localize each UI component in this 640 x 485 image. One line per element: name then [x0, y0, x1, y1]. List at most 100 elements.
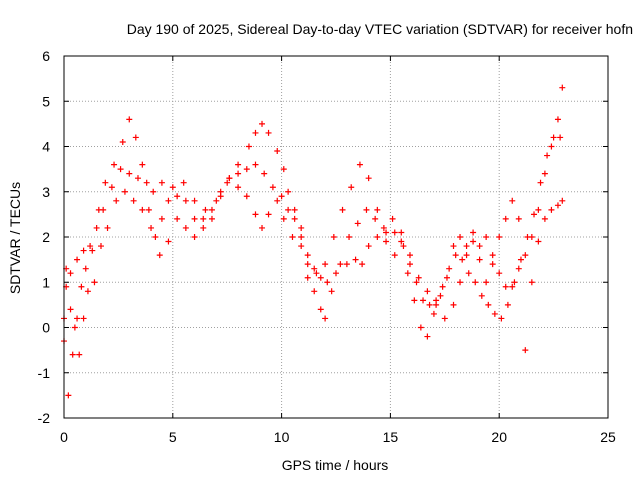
x-tick-label: 0 [60, 429, 68, 445]
data-point [111, 161, 118, 168]
y-tick-label: 0 [42, 320, 50, 336]
data-point [200, 215, 207, 222]
data-point [311, 288, 318, 295]
y-tick-label: 1 [42, 274, 50, 290]
data-point [478, 292, 485, 299]
data-point [108, 184, 115, 191]
data-point [504, 301, 511, 308]
data-point [333, 270, 339, 277]
data-point [443, 274, 450, 281]
data-point [165, 197, 172, 204]
data-point [352, 256, 359, 263]
data-point [265, 211, 272, 218]
data-point [226, 175, 233, 182]
data-point [274, 148, 281, 155]
data-point [450, 243, 457, 250]
data-point [259, 224, 266, 231]
y-tick-label: 4 [42, 139, 50, 155]
data-point [452, 252, 459, 259]
data-point [317, 306, 324, 313]
data-point [298, 234, 305, 240]
data-point [243, 166, 250, 173]
data-point [252, 211, 259, 218]
data-point [317, 274, 324, 281]
data-point [391, 252, 398, 259]
data-point [143, 179, 150, 186]
data-point [535, 238, 542, 245]
data-point [145, 206, 152, 213]
data-point [406, 261, 413, 268]
data-point [528, 234, 535, 240]
y-tick-label: -2 [38, 410, 51, 426]
data-point [158, 179, 165, 186]
data-point [74, 256, 81, 263]
data-point [463, 252, 470, 259]
x-tick-label: 5 [169, 429, 177, 445]
data-point [291, 206, 298, 213]
data-point [265, 129, 272, 136]
data-point [252, 161, 259, 168]
data-point [550, 134, 557, 141]
data-point [324, 279, 331, 286]
data-point [489, 261, 496, 268]
data-point [383, 238, 390, 245]
data-point [441, 315, 448, 322]
data-point [235, 184, 242, 191]
data-point [363, 206, 370, 213]
y-tick-label: 2 [42, 229, 50, 245]
data-point [80, 315, 87, 322]
data-point [132, 134, 139, 141]
data-point [71, 324, 78, 331]
data-point [298, 224, 305, 231]
data-point [313, 270, 320, 277]
data-point [354, 220, 361, 227]
data-point [208, 215, 215, 222]
data-point [259, 120, 266, 127]
data-point [102, 179, 109, 186]
data-point [208, 206, 215, 213]
data-point [322, 315, 329, 322]
data-point [180, 179, 187, 186]
data-point [91, 279, 98, 286]
data-point [348, 184, 355, 191]
data-point [285, 206, 292, 213]
data-point [339, 206, 346, 213]
data-point [191, 215, 198, 222]
data-point [404, 270, 411, 277]
ticks: 0 5 10 15 20 25 -2 -1 0 1 2 3 4 5 6 [38, 48, 616, 445]
data-point [515, 215, 522, 222]
data-point [245, 143, 252, 150]
data-point [202, 206, 209, 213]
data-point [496, 234, 503, 240]
data-point [541, 170, 548, 177]
data-point [330, 234, 337, 240]
data-point [89, 247, 96, 254]
data-point [174, 193, 181, 200]
data-point [528, 279, 535, 286]
data-point [126, 170, 133, 177]
data-point [130, 197, 137, 204]
data-point [217, 188, 224, 195]
y-tick-label: 3 [42, 184, 50, 200]
data-point [544, 152, 551, 159]
data-point [548, 143, 555, 150]
data-point [243, 193, 250, 200]
data-point [483, 279, 490, 286]
data-point [374, 234, 381, 240]
x-tick-label: 20 [491, 429, 507, 445]
data-point [150, 188, 157, 195]
data-point [65, 392, 72, 399]
data-point [559, 197, 566, 204]
y-tick-label: 5 [42, 93, 50, 109]
data-point [509, 283, 516, 290]
data-point [97, 243, 104, 250]
data-point [126, 116, 133, 123]
data-point [119, 138, 126, 145]
data-point [457, 234, 464, 240]
data-point [485, 301, 492, 308]
data-point [446, 265, 453, 272]
x-tick-label: 25 [600, 429, 616, 445]
data-point [156, 252, 163, 259]
